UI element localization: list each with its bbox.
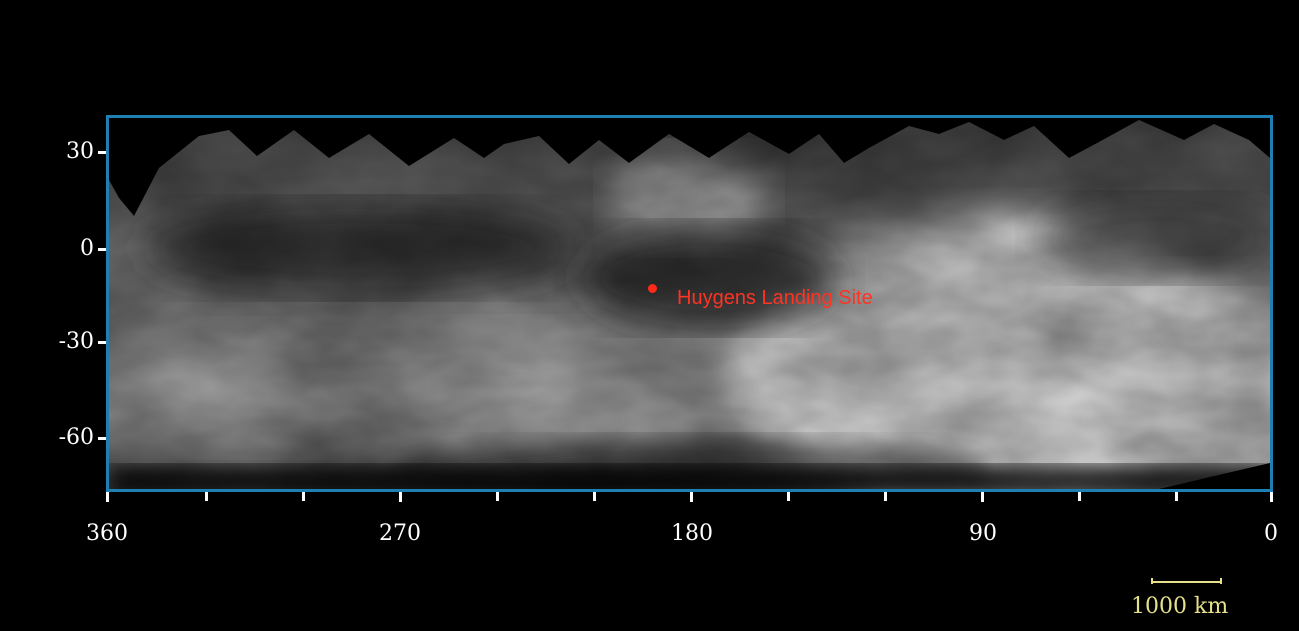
landing-site-label: Huygens Landing Site [677, 287, 873, 309]
y-tick-minus60 [98, 437, 106, 440]
x-tick-360 [106, 492, 109, 502]
scale-bar [1151, 578, 1222, 584]
x-tick-150 [787, 492, 790, 501]
x-tick-300 [302, 492, 305, 501]
y-tick-30 [98, 151, 106, 154]
x-tick-label-0: 0 [1264, 521, 1278, 546]
map-image-frame [106, 115, 1273, 492]
x-tick-330 [205, 492, 208, 501]
landing-site-marker [648, 284, 657, 293]
titan-surface-map [109, 120, 1270, 489]
x-tick-0 [1270, 492, 1273, 502]
y-tick-0 [98, 248, 106, 251]
y-tick-label-minus30: -30 [58, 329, 94, 354]
y-tick-label-0: 0 [80, 236, 94, 261]
x-tick-label-180: 180 [671, 521, 713, 546]
x-tick-30 [1175, 492, 1178, 501]
x-tick-label-270: 270 [379, 521, 421, 546]
x-tick-label-360: 360 [86, 521, 128, 546]
y-tick-minus30 [98, 341, 106, 344]
y-tick-label-minus60: -60 [58, 425, 94, 450]
x-tick-label-90: 90 [969, 521, 997, 546]
x-tick-180 [690, 492, 693, 502]
y-tick-label-30: 30 [66, 139, 94, 164]
x-tick-60 [1078, 492, 1081, 501]
x-tick-90 [981, 492, 984, 502]
x-tick-240 [496, 492, 499, 501]
x-tick-270 [399, 492, 402, 502]
x-tick-120 [884, 492, 887, 501]
scale-bar-label: 1000 km [1131, 594, 1229, 619]
x-tick-210 [593, 492, 596, 501]
